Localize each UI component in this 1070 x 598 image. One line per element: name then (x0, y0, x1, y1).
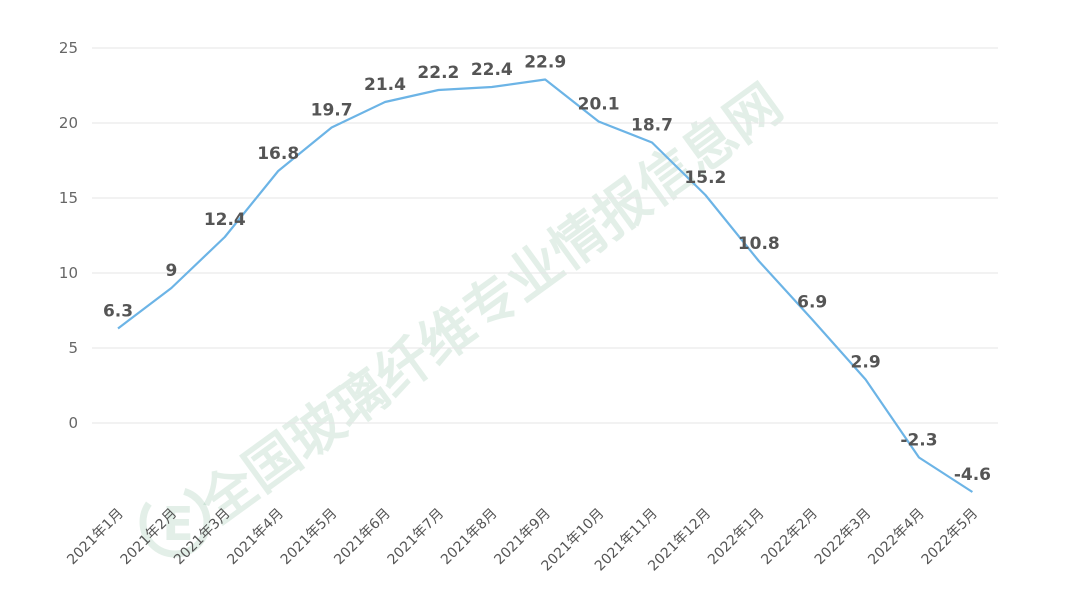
grid (92, 47, 998, 424)
x-tick-label: 2022年2月 (758, 506, 821, 569)
data-label: 21.4 (364, 75, 406, 95)
x-tick-label: 2021年7月 (385, 506, 448, 569)
x-tick-label: 2021年5月 (278, 506, 341, 569)
watermark-logo: E (139, 486, 211, 558)
x-tick-label: 2021年6月 (331, 506, 394, 569)
x-tick-label: 2021年8月 (438, 506, 501, 569)
data-label: 12.4 (204, 210, 246, 230)
data-label: 15.2 (684, 168, 726, 188)
y-tick-label: 20 (59, 114, 78, 132)
data-label: -2.3 (900, 431, 937, 451)
data-label: 19.7 (311, 101, 353, 121)
data-label: 22.9 (524, 53, 566, 73)
data-label: -4.6 (954, 465, 991, 485)
watermark-logo-letter: E (162, 497, 193, 551)
x-axis: 2021年1月2021年2月2021年3月2021年4月2021年5月2021年… (64, 506, 981, 575)
watermark: E 全国玻璃纤维专业情报信息网 (139, 72, 794, 558)
x-tick-label: 2021年1月 (64, 506, 127, 569)
x-tick-label: 2022年1月 (705, 506, 768, 569)
data-label: 22.2 (417, 63, 459, 83)
series-layer (117, 78, 973, 493)
y-axis: 0 5 10 15 20 25 (59, 39, 78, 432)
x-tick-label: 2022年5月 (919, 506, 982, 569)
y-tick-label: 10 (59, 264, 78, 282)
data-label: 6.3 (103, 302, 133, 322)
data-label: 16.8 (257, 144, 299, 164)
data-label: 6.9 (797, 293, 827, 313)
y-tick-label: 15 (59, 189, 78, 207)
y-tick-label: 5 (68, 339, 78, 357)
y-tick-label: 25 (59, 39, 78, 57)
data-label: 9 (165, 261, 177, 281)
series-line (117, 78, 973, 493)
x-tick-label: 2022年4月 (865, 506, 928, 569)
data-label: 22.4 (471, 60, 513, 80)
data-label: 2.9 (851, 353, 881, 373)
data-label: 18.7 (631, 116, 673, 136)
data-label: 20.1 (578, 95, 620, 115)
data-label: 10.8 (738, 234, 780, 254)
x-tick-label: 2022年3月 (812, 506, 875, 569)
watermark-text: 全国玻璃纤维专业情报信息网 (188, 72, 794, 536)
data-labels: 6.3 9 12.4 16.8 19.7 21.4 22.2 22.4 22.9 20.1 18.7… (103, 53, 991, 486)
y-tick-label: 0 (68, 414, 78, 432)
